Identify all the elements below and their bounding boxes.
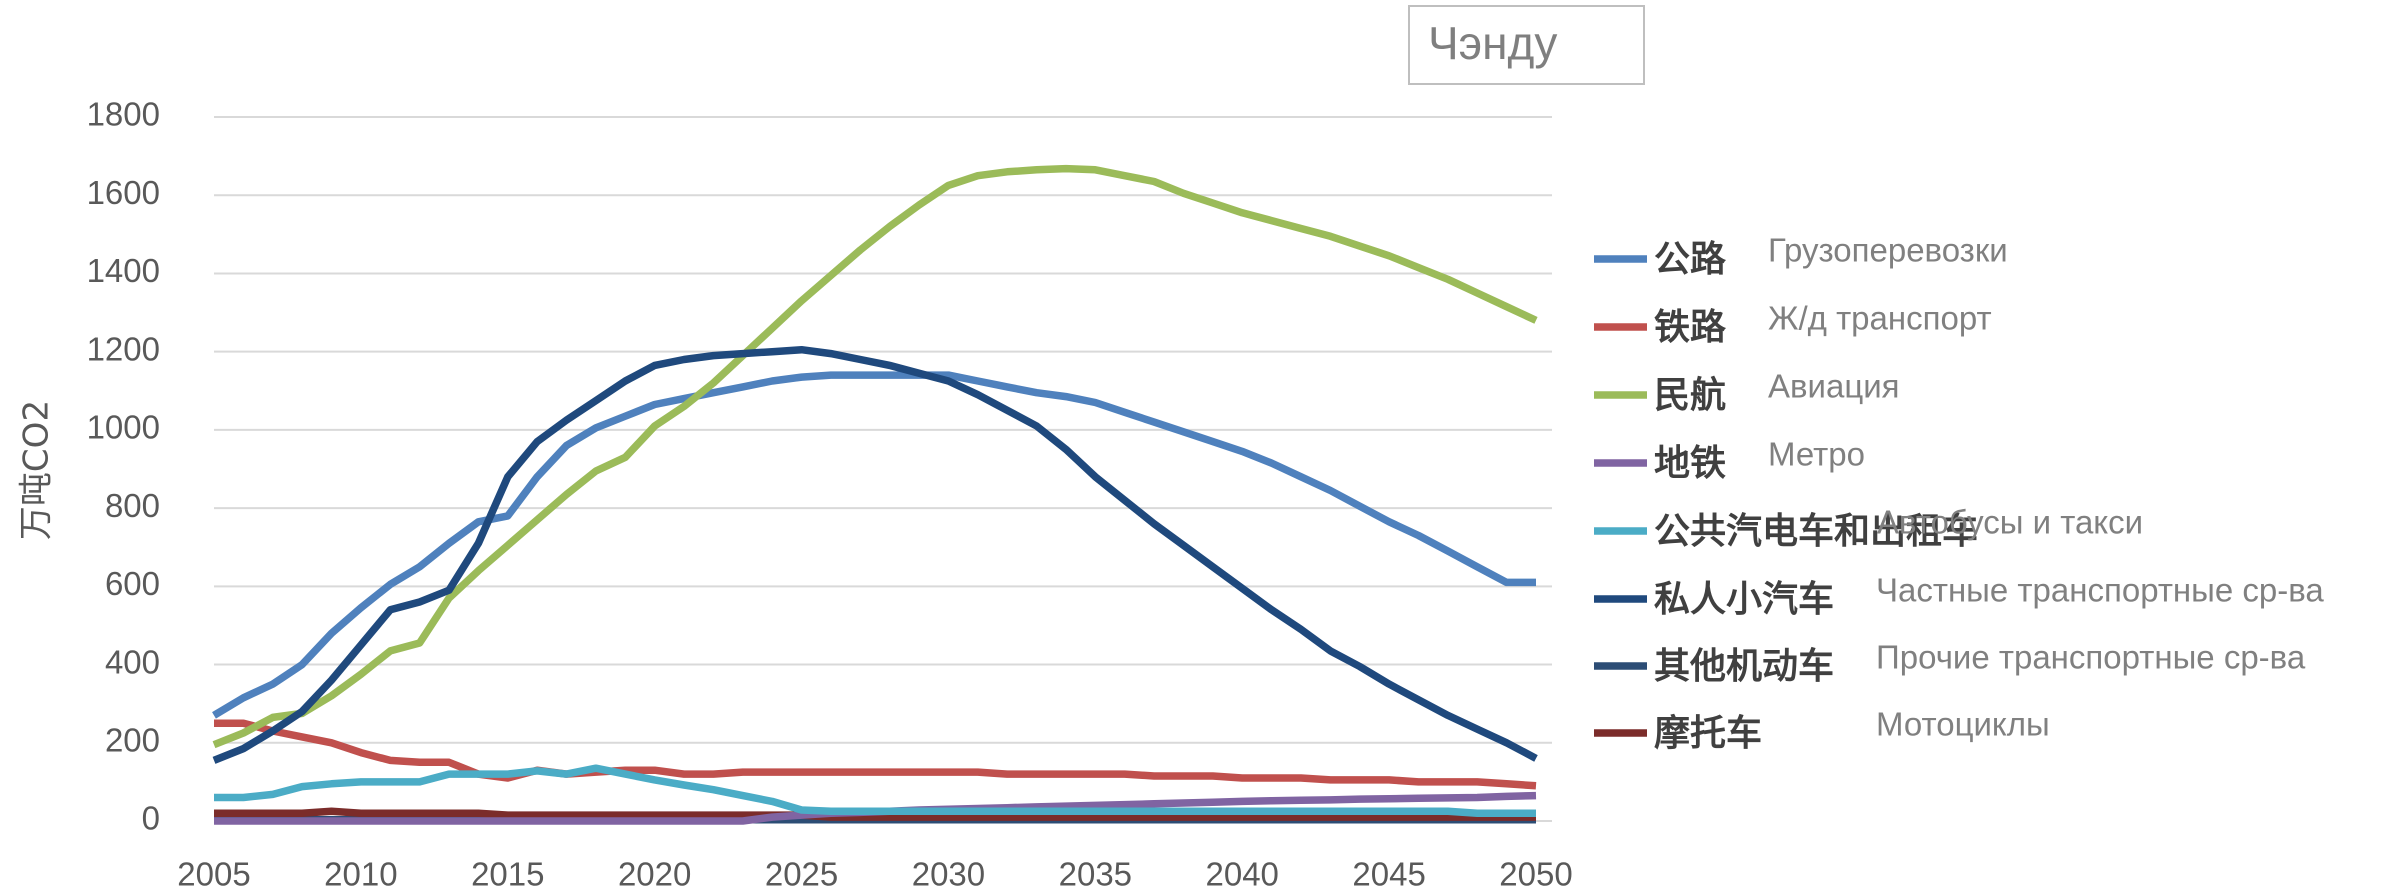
y-tick-label: 1200 bbox=[87, 330, 160, 367]
series-line bbox=[212, 371, 1536, 719]
x-tick-label: 2015 bbox=[471, 856, 544, 893]
legend-label-ru: Частные транспортные ср-ва bbox=[1876, 572, 2324, 609]
series-line bbox=[214, 719, 1537, 790]
chart-title: Чэнду bbox=[1428, 17, 1557, 69]
legend-label: 私人小汽车 bbox=[1654, 579, 1834, 620]
x-tick-label: 2040 bbox=[1206, 856, 1279, 893]
y-tick-label: 1800 bbox=[87, 96, 160, 133]
x-tick-label: 2030 bbox=[912, 856, 985, 893]
y-tick-label: 800 bbox=[105, 487, 160, 524]
y-tick-label: 1000 bbox=[87, 409, 160, 446]
x-tick-label: 2035 bbox=[1059, 856, 1132, 893]
y-tick-label: 0 bbox=[142, 800, 160, 837]
series-line bbox=[214, 764, 1536, 817]
legend-label: 其他机动车 bbox=[1654, 646, 1834, 687]
y-axis-label: 万吨CO2 bbox=[17, 400, 57, 540]
y-tick-label: 1600 bbox=[87, 174, 160, 211]
y-tick-label: 1400 bbox=[87, 252, 160, 289]
x-tick-label: 2050 bbox=[1499, 856, 1572, 893]
legend-label: 民航 bbox=[1654, 374, 1726, 416]
x-tick-label: 2005 bbox=[177, 856, 250, 893]
legend-label-ru: Мотоциклы bbox=[1876, 706, 2050, 743]
legend-label: 公路 bbox=[1654, 239, 1727, 280]
legend-label: 公共汽电车和出租车 bbox=[1654, 511, 1978, 552]
legend-label-ru: Метро bbox=[1768, 436, 1865, 473]
x-tick-label: 2020 bbox=[618, 856, 691, 893]
legend-label: 铁路 bbox=[1654, 307, 1727, 348]
x-tick-label: 2025 bbox=[765, 856, 838, 893]
y-tick-label: 400 bbox=[105, 643, 160, 680]
series-line bbox=[212, 164, 1538, 749]
x-tick-label: 2045 bbox=[1352, 856, 1425, 893]
x-tick-label: 2010 bbox=[324, 856, 397, 893]
legend-label: 摩托车 bbox=[1654, 713, 1762, 754]
legend-label-ru: Грузоперевозки bbox=[1768, 232, 2008, 269]
legend-label-ru: Автобусы и такси bbox=[1877, 504, 2143, 541]
legend-label-ru: Авиация bbox=[1768, 368, 1900, 405]
y-tick-label: 600 bbox=[105, 565, 160, 602]
legend-label-ru: Ж/д транспорт bbox=[1768, 300, 1992, 337]
title-box bbox=[1408, 5, 1645, 85]
legend-label: 地铁 bbox=[1654, 443, 1726, 484]
legend-label-ru: Прочие транспортные ср-ва bbox=[1876, 639, 2306, 676]
series-line bbox=[212, 345, 1538, 764]
series-line bbox=[214, 807, 1536, 821]
y-tick-label: 200 bbox=[105, 721, 160, 758]
